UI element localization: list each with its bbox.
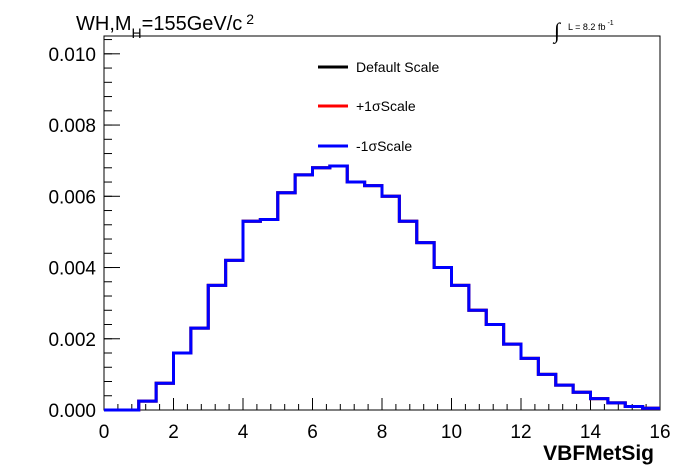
series-line-1 [104, 164, 660, 412]
y-tick-label: 0.000 [48, 401, 96, 422]
x-tick-label: 2 [168, 422, 179, 443]
x-tick-label: 0 [99, 422, 110, 443]
lumi-label: L = 8.2 fb -1 [568, 20, 614, 32]
legend-label-minus: -1σScale [356, 138, 412, 154]
axes: 0 2 4 6 8 10 12 14 16 0.000 0.002 0.004 0.006 0.008 0.… [48, 39, 671, 443]
y-tick-label: 0.006 [48, 187, 96, 208]
x-tick-label: 16 [649, 422, 670, 443]
legend: Default Scale +1σScale -1σScale [318, 59, 439, 154]
legend-label-plus: +1σScale [356, 98, 416, 114]
y-tick-label: 0.010 [48, 45, 96, 66]
title-superscript: 2 [246, 11, 254, 27]
y-tick-label: 0.004 [48, 259, 96, 280]
title-mass: =155GeV/c [142, 13, 243, 35]
x-tick-label: 14 [580, 422, 602, 443]
series-layer [104, 164, 660, 412]
series-line-0 [104, 164, 660, 412]
title-subscript: H [132, 25, 142, 41]
x-tick-label: 6 [307, 422, 318, 443]
x-tick-label: 12 [510, 422, 531, 443]
y-tick-label: 0.008 [48, 116, 96, 137]
lumi-integral: ∫ [552, 18, 562, 44]
x-tick-label: 4 [238, 422, 249, 443]
chart-title: WH,MH=155GeV/c 2 [76, 11, 254, 41]
title-main: WH,M [76, 13, 132, 35]
x-tick-label: 10 [441, 422, 462, 443]
lumi-superscript: -1 [607, 20, 613, 27]
legend-label-default: Default Scale [356, 59, 439, 75]
y-tick-label: 0.002 [48, 330, 96, 351]
lumi-text: L = 8.2 fb [568, 22, 605, 32]
x-tick-label: 8 [377, 422, 388, 443]
series-line-2 [104, 164, 660, 412]
x-axis-label: VBFMetSig [543, 442, 654, 465]
